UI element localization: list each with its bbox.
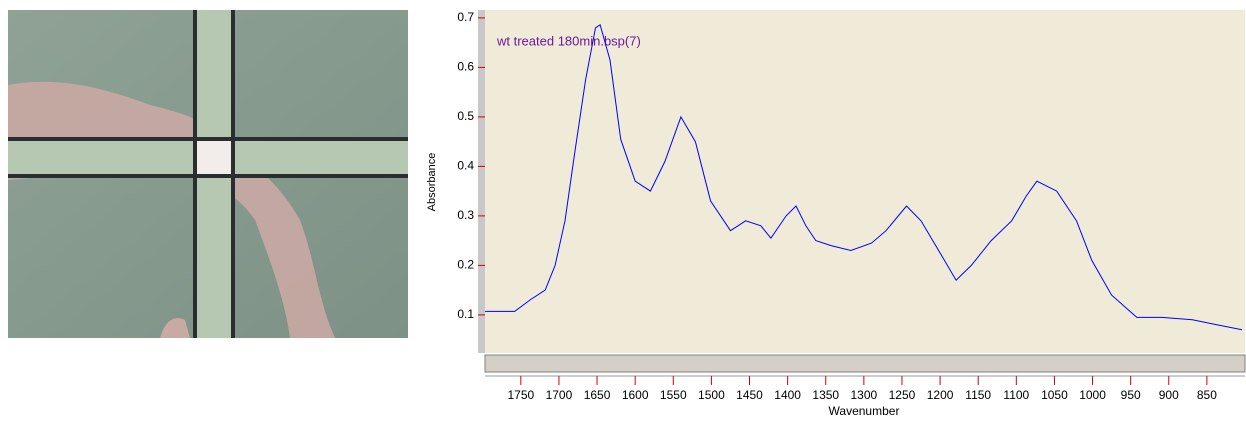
y-tick-label: 0.5 [457, 109, 474, 123]
scrollbar[interactable] [484, 354, 1246, 373]
x-axis-title: Wavenumber [829, 404, 900, 418]
y-tick-label: 0.3 [457, 208, 474, 222]
x-tick-label: 1000 [1079, 388, 1106, 402]
y-tick-label: 0.1 [457, 307, 474, 321]
x-tick-label: 1700 [546, 388, 573, 402]
y-tick-label: 0.7 [457, 10, 474, 24]
x-tick-label: 1350 [812, 388, 839, 402]
spectrum-label: wt treated 180min.bsp(7) [496, 33, 641, 48]
spectrum-line [485, 24, 1243, 331]
x-tick-label: 1050 [1041, 388, 1068, 402]
y-tick-label: 0.2 [457, 258, 474, 272]
y-axis-title: Absorbance [426, 153, 438, 212]
x-tick-label: 1500 [698, 388, 725, 402]
x-tick-label: 1300 [851, 388, 878, 402]
x-tick-label: 1600 [622, 388, 649, 402]
x-tick-label: 1150 [965, 388, 991, 402]
y-tick-label: 0.4 [457, 159, 474, 173]
x-tick-label: 950 [1121, 388, 1141, 402]
x-tick-label: 1750 [507, 388, 534, 402]
plot-area [485, 10, 1245, 353]
x-tick-label: 1200 [927, 388, 954, 402]
x-tick-label: 850 [1197, 388, 1217, 402]
x-tick-label: 1550 [660, 388, 687, 402]
x-tick-label: 900 [1159, 388, 1179, 402]
x-tick-label: 1400 [774, 388, 801, 402]
y-tick-label: 0.6 [457, 60, 474, 74]
x-tick-label: 1450 [736, 388, 763, 402]
x-tick-label: 1250 [889, 388, 916, 402]
x-tick-label: 1100 [1003, 388, 1029, 402]
x-tick-label: 1650 [584, 388, 611, 402]
micrograph [8, 10, 408, 339]
y-axis-band [478, 10, 485, 353]
